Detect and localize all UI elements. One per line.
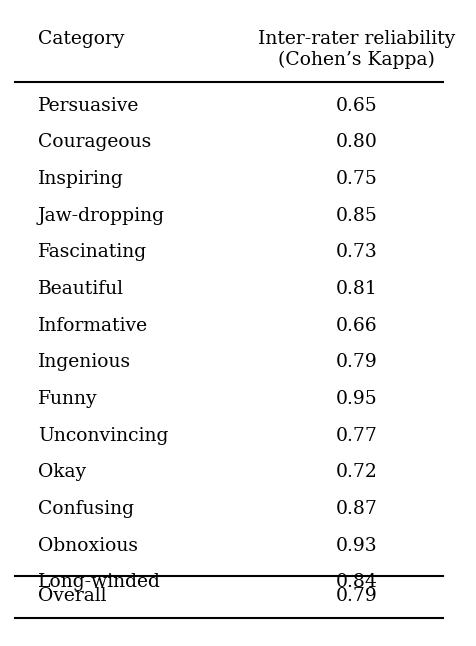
Text: Inspiring: Inspiring: [38, 170, 124, 188]
Text: 0.77: 0.77: [336, 426, 378, 444]
Text: Jaw-dropping: Jaw-dropping: [38, 207, 165, 225]
Text: Funny: Funny: [38, 390, 98, 408]
Text: Informative: Informative: [38, 317, 148, 335]
Text: Fascinating: Fascinating: [38, 244, 147, 261]
Text: Long-winded: Long-winded: [38, 573, 161, 591]
Text: 0.73: 0.73: [336, 244, 378, 261]
Text: Persuasive: Persuasive: [38, 97, 139, 114]
Text: Category: Category: [38, 30, 124, 48]
Text: 0.95: 0.95: [336, 390, 378, 408]
Text: Obnoxious: Obnoxious: [38, 537, 138, 554]
Text: 0.79: 0.79: [336, 587, 378, 605]
Text: Courageous: Courageous: [38, 133, 151, 151]
Text: 0.85: 0.85: [336, 207, 378, 225]
Text: 0.72: 0.72: [336, 463, 378, 481]
Text: Overall: Overall: [38, 587, 106, 605]
Text: Okay: Okay: [38, 463, 86, 481]
Text: 0.66: 0.66: [336, 317, 377, 335]
Text: Beautiful: Beautiful: [38, 280, 124, 298]
Text: Confusing: Confusing: [38, 500, 134, 518]
Text: Unconvincing: Unconvincing: [38, 426, 168, 444]
Text: 0.84: 0.84: [336, 573, 378, 591]
Text: 0.75: 0.75: [336, 170, 378, 188]
Text: 0.65: 0.65: [336, 97, 378, 114]
Text: 0.80: 0.80: [336, 133, 378, 151]
Text: 0.79: 0.79: [336, 353, 378, 371]
Text: 0.81: 0.81: [336, 280, 378, 298]
Text: Ingenious: Ingenious: [38, 353, 131, 371]
Text: Inter-rater reliability
(Cohen’s Kappa): Inter-rater reliability (Cohen’s Kappa): [258, 30, 456, 69]
Text: 0.87: 0.87: [336, 500, 378, 518]
Text: 0.93: 0.93: [336, 537, 377, 554]
